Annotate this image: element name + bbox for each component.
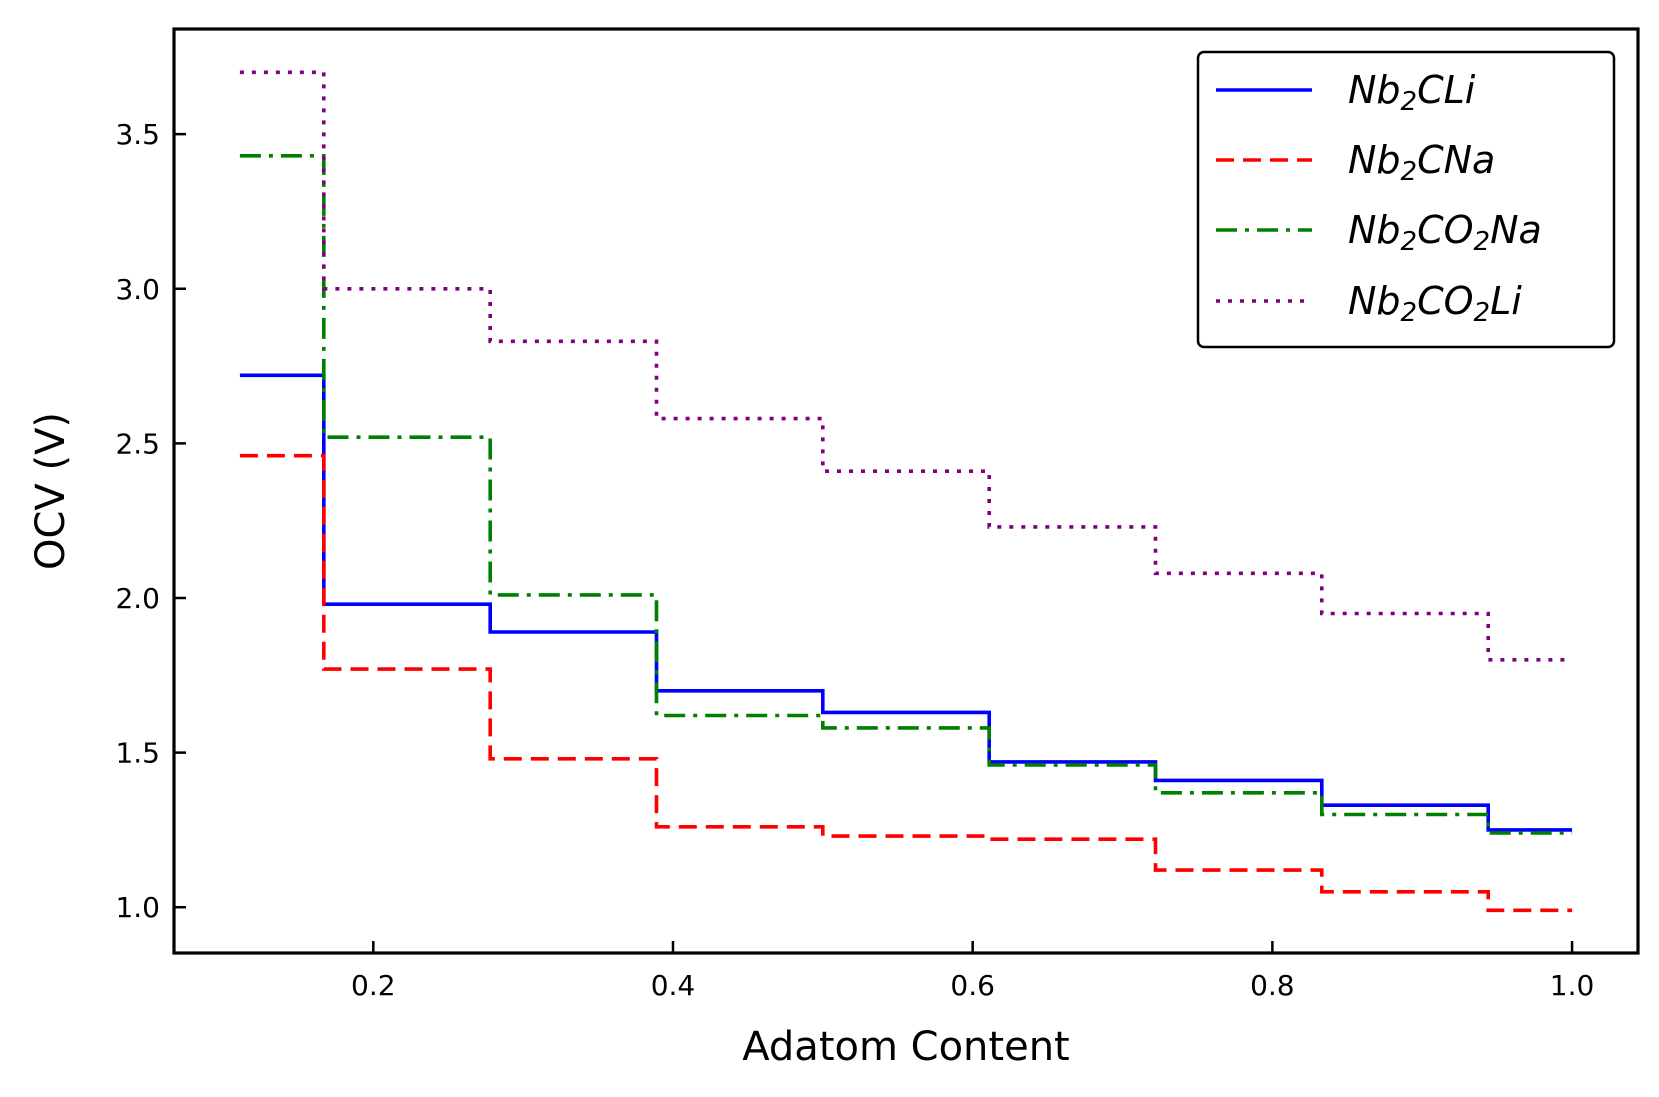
x-tick-label: 0.4 <box>651 969 696 1002</box>
legend-label-1: Nb2CNa <box>1348 138 1495 187</box>
legend-label-3: Nb2CO2Li <box>1348 279 1522 328</box>
plot-frame <box>172 27 1640 955</box>
y-tick-label: 3.0 <box>115 273 160 306</box>
legend-label-2: Nb2CO2Na <box>1348 208 1542 257</box>
series-line-2 <box>239 154 1573 835</box>
y-axis-label: OCV (V) <box>28 412 74 570</box>
x-tick-label: 0.2 <box>351 969 396 1002</box>
x-tick-label: 0.6 <box>950 969 995 1002</box>
x-tick-label: 0.8 <box>1250 969 1295 1002</box>
legend-label-0: Nb2CLi <box>1348 68 1476 117</box>
x-axis-ticks: 0.2 0.4 0.6 0.8 1.0 <box>351 941 1594 1002</box>
y-tick-label: 1.0 <box>115 891 160 924</box>
y-tick-label: 2.5 <box>115 427 160 460</box>
legend: Nb2CLi Nb2CNa Nb2CO2Na Nb2CO2Li <box>1196 50 1616 349</box>
x-axis-label: Adatom Content <box>742 1024 1069 1070</box>
y-tick-label: 2.0 <box>115 582 160 615</box>
series-line-1 <box>239 453 1573 913</box>
y-tick-label: 1.5 <box>115 737 160 770</box>
y-axis-ticks: 1.0 1.5 2.0 2.5 3.0 3.5 <box>115 118 186 924</box>
x-tick-label: 1.0 <box>1550 969 1595 1002</box>
plot-series <box>239 70 1573 913</box>
series-line-0 <box>239 373 1573 832</box>
legend-box <box>1196 50 1616 349</box>
y-tick-label: 3.5 <box>115 118 160 151</box>
